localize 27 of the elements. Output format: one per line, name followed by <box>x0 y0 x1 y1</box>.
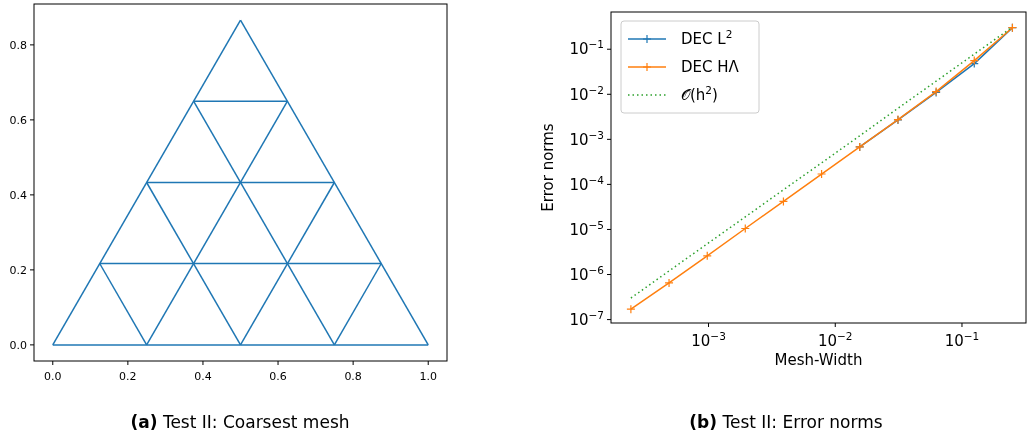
y-tick-label: 0.8 <box>9 38 27 52</box>
legend-label: 𝒪(h$^{2}$) <box>681 84 718 104</box>
y-tick-label: 10$^{−4}$ <box>569 173 605 194</box>
x-axis-title: Mesh-Width <box>774 351 863 369</box>
y-tick-label: 0.2 <box>9 263 27 277</box>
y-tick-label: 10$^{−2}$ <box>569 83 604 104</box>
text: (b) Test II: Error norms <box>689 412 883 432</box>
x-tick-label: 0.6 <box>269 370 287 383</box>
y-tick-label: 10$^{−3}$ <box>569 128 604 149</box>
x-tick-label: 10$^{−2}$ <box>817 330 853 350</box>
x-tick-label: 0.4 <box>194 370 212 383</box>
text: (a) Test II: Coarsest mesh <box>130 412 350 432</box>
y-tick-label: 10$^{−5}$ <box>569 218 604 239</box>
y-axis-title: Error norms <box>539 123 557 212</box>
y-tick-label: 10$^{−7}$ <box>569 308 604 329</box>
x-tick-label: 10$^{−3}$ <box>691 330 726 350</box>
y-tick-label: 10$^{−1}$ <box>569 38 604 59</box>
x-tick-label: 1.0 <box>419 370 437 383</box>
y-tick-label: 0.6 <box>9 113 27 127</box>
x-tick-label: 10$^{−1}$ <box>944 330 980 350</box>
x-tick-label: 0.8 <box>344 370 362 383</box>
legend-label: DEC L$^{2}$ <box>681 28 733 48</box>
x-tick-label: 0.0 <box>44 370 62 383</box>
legend-label: DEC HΛ <box>681 58 740 76</box>
y-tick-label: 10$^{−6}$ <box>569 263 605 284</box>
x-tick-label: 0.2 <box>119 370 137 383</box>
y-tick-label: 0.4 <box>9 188 27 202</box>
